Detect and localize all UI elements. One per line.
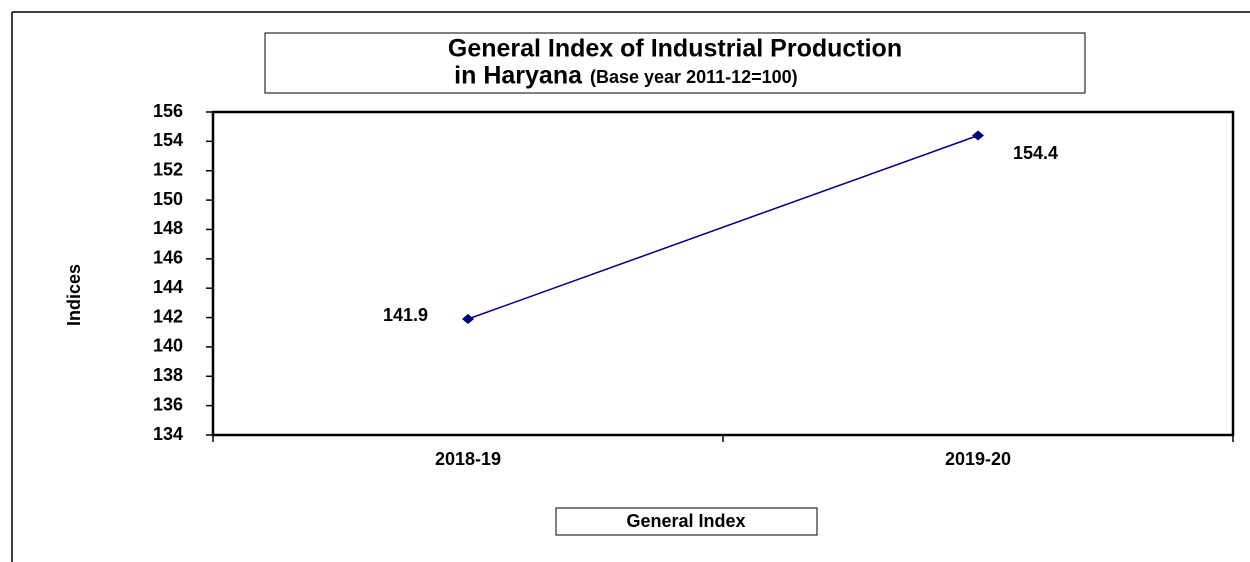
- chart-title: General Index of Industrial Production: [448, 35, 902, 63]
- y-tick-label: 156: [153, 101, 183, 121]
- title-box: [264, 32, 1086, 94]
- y-tick-label: 146: [153, 248, 183, 268]
- legend-entry: General Index: [626, 511, 745, 531]
- y-tick-label: 144: [153, 277, 183, 297]
- y-tick-label: 148: [153, 218, 183, 238]
- y-tick-label: 150: [153, 189, 183, 209]
- y-tick-label: 142: [153, 306, 183, 326]
- x-tick-label: 2018-19: [435, 449, 501, 469]
- y-tick-label: 134: [153, 424, 183, 444]
- chart-subtitle: (Base year 2011-12=100): [590, 67, 798, 87]
- y-axis-label: Indices: [64, 264, 84, 326]
- x-tick-label: 2019-20: [945, 449, 1011, 469]
- data-point: [462, 314, 474, 325]
- y-tick-label: 136: [153, 394, 183, 414]
- y-tick-label: 154: [153, 130, 183, 150]
- y-tick-label: 140: [153, 336, 183, 356]
- y-tick-label: 152: [153, 159, 183, 179]
- data-label: 154.4: [1013, 143, 1058, 163]
- chart-title: in Haryana: [454, 62, 583, 90]
- data-point: [972, 130, 984, 141]
- plot-area: [211, 110, 1235, 437]
- y-tick-label: 138: [153, 365, 183, 385]
- legend-box: [555, 507, 818, 536]
- data-label: 141.9: [383, 305, 428, 325]
- series-line: [467, 134, 979, 320]
